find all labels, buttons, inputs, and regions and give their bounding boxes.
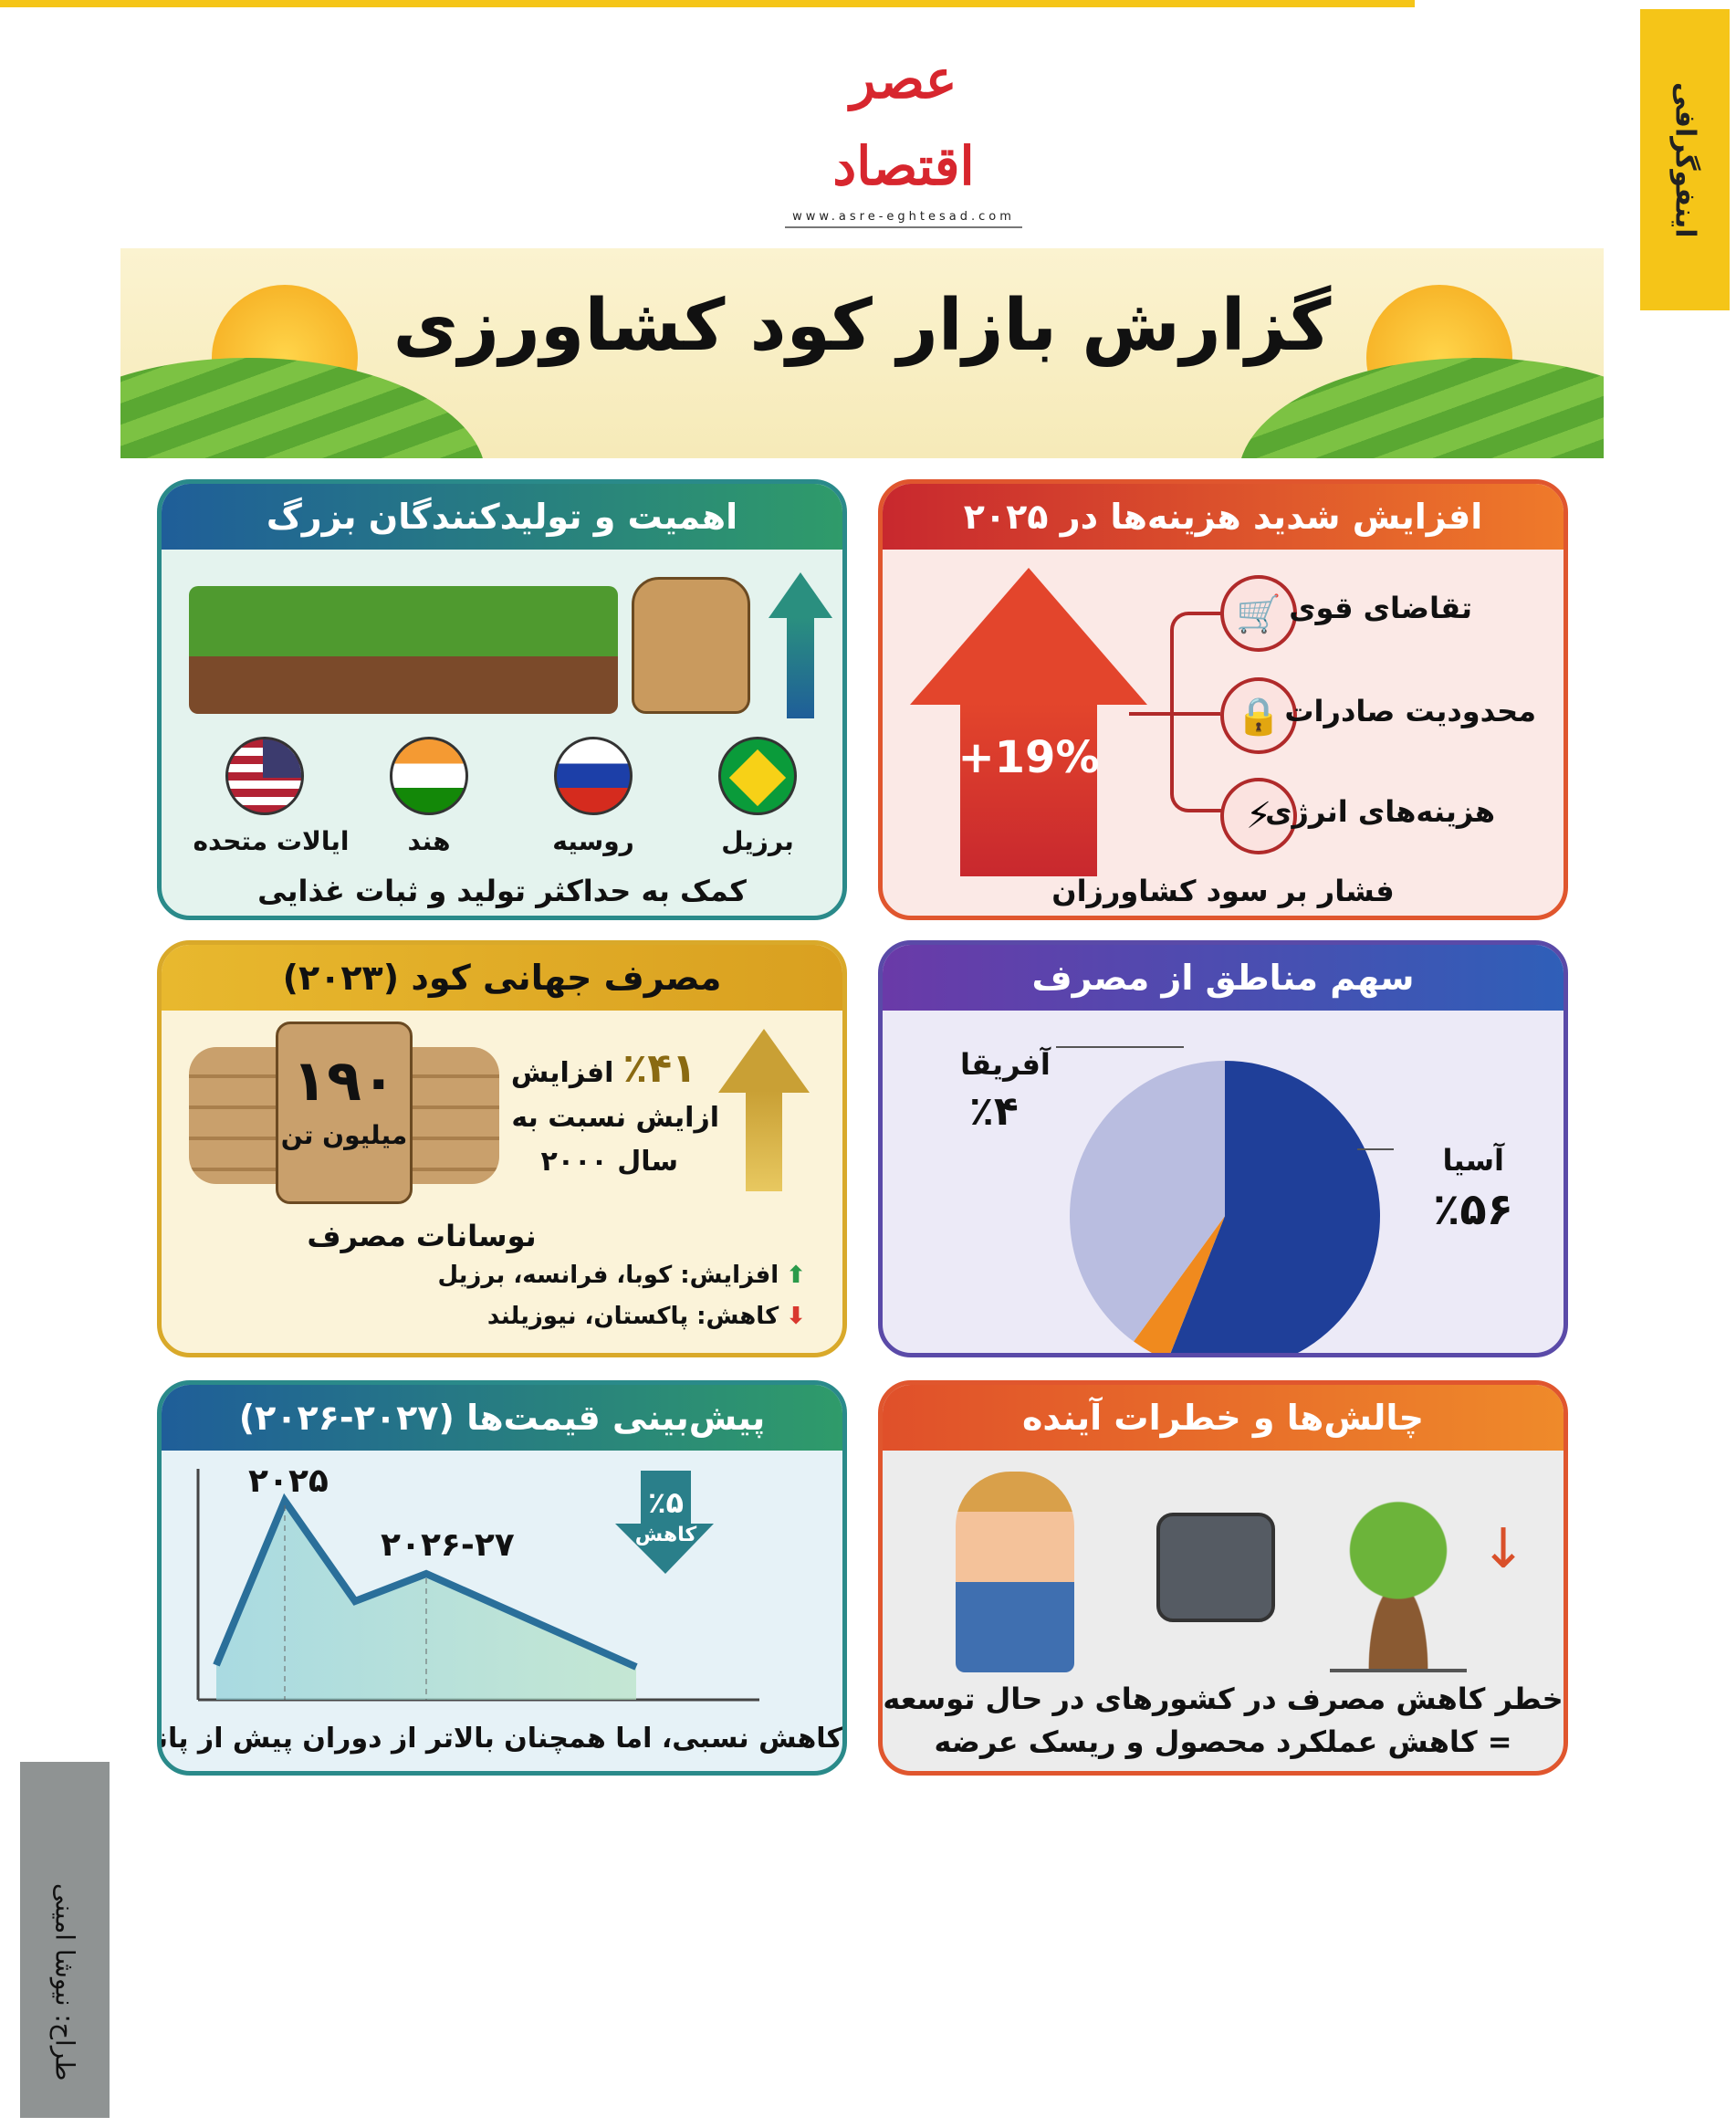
growth-line: سال ۲۰۰۰ [540,1146,679,1178]
pie-slice-africa [1134,1216,1225,1353]
regions-pie-chart [1056,1046,1394,1353]
country-label: برزیل [721,826,794,856]
peak-label: ۲۰۲۵ [248,1462,329,1500]
africa-label: آفریقا [960,1047,1051,1082]
producers-caption: کمک به حداکثر تولید و ثبات غذایی [257,874,747,908]
panel-title: اهمیت و تولیدکنندگان بزرگ [162,484,842,550]
increase-text: افزایش: کوبا، فرانسه، برزیل [437,1262,779,1289]
pie-slice-asia [1170,1061,1381,1353]
designer-credit: طراح: نیوشا امینی [20,1762,110,2118]
plant-illustration [1330,1472,1467,1672]
growth-percent: ٪۴۱ [622,1045,696,1092]
costs-panel: افزایش شدید هزینه‌ها در ۲۰۲۵ +19% 🛒 🔒 ⚡ … [878,479,1568,920]
field-hill-right [1239,358,1604,458]
panel-title: افزایش شدید هزینه‌ها در ۲۰۲۵ [883,484,1563,550]
logo-url: www.asre-eghtesad.com [785,210,1022,228]
factor-label: محدودیت صادرات [1284,694,1536,728]
growth-line: ازایش نسبت به [511,1102,719,1134]
arrow-up-shaft [960,703,1097,876]
panel-title: پیش‌بینی قیمت‌ها (۲۰۲۷-۲۰۲۶) [162,1385,842,1451]
arrow-up-shaft [746,1091,782,1191]
fertilizer-sack-icon [632,577,750,714]
panel-title: مصرف جهانی کود (۲۰۲۳) [162,945,842,1011]
wallet-icon [1156,1513,1275,1622]
increase-percent: +19% [957,732,1100,783]
costs-caption: فشار بر سود کشاورزان [1051,874,1395,908]
publication-logo: عصر اقتصاد www.asre-eghtesad.com [785,37,1022,228]
arrow-down-red-icon: ⬇ [786,1303,806,1330]
arrow-up-shaft [787,618,814,718]
growth-word: افزایش [510,1057,614,1089]
energy-barrel-icon: ⚡ [1220,778,1297,854]
consumption-unit: میلیون تن [280,1120,408,1150]
country-label: ایالات متحده [193,826,350,856]
decrease-row: ⬇ کاهش: پاکستان، نیوزیلند [487,1303,806,1330]
logo-text: عصر اقتصاد [832,48,975,197]
connector-line [1129,712,1220,716]
india-flag [390,737,468,815]
field-hill-left [120,358,486,458]
arrow-up-green-icon: ⬆ [786,1262,806,1289]
arrow-down-icon [615,1471,714,1574]
drop-percent: ٪۵ [647,1485,685,1520]
growth-headline: ٪۴۱ افزایش [511,1045,696,1092]
page-title: گزارش بازار کود کشاورزی [392,285,1332,367]
forecast-panel: پیش‌بینی قیمت‌ها (۲۰۲۷-۲۰۲۶) ۲۰۲۵ ۲۰۲۶-۲… [157,1380,847,1776]
price-forecast-chart [196,1469,759,1702]
consumption-panel: مصرف جهانی کود (۲۰۲۳) ۱۹۰ میلیون تن ٪۴۱ … [157,940,847,1357]
panel-title: چالش‌ها و خطرات آینده [883,1385,1563,1451]
section-tab: اینفوگرافی [1640,9,1730,310]
drop-word: کاهش [634,1524,697,1546]
factor-label: هزینه‌های انرژی [1265,794,1495,829]
fertilizer-sack-icon [276,1022,413,1204]
challenge-line: خطر کاهش مصرف در کشورهای در حال توسعه [883,1682,1563,1716]
mid-label: ۲۰۲۶-۲۷ [381,1526,515,1564]
arrow-up-icon [910,568,1147,705]
usa-flag [225,737,304,815]
worried-farmer-illustration [956,1472,1074,1672]
seedlings-illustration [189,586,618,714]
arrow-up-icon [769,572,832,618]
forecast-caption: کاهش نسبی، اما همچنان بالاتر از دوران پی… [157,1723,842,1755]
arrow-up-icon [718,1029,810,1093]
locked-container-icon: 🔒 [1220,677,1297,754]
africa-percent: ٪۴ [969,1088,1019,1135]
challenge-line: = کاهش عملکرد محصول و ریسک عرضه [934,1724,1512,1759]
designer-name: طراح: نیوشا امینی [49,1883,80,2081]
brazil-flag [718,737,797,815]
challenges-panel: چالش‌ها و خطرات آینده ↓ خطر کاهش مصرف در… [878,1380,1568,1776]
country-label: هند [407,826,451,856]
country-label: روسیه [552,826,634,856]
fluctuation-title: نوسانات مصرف [307,1219,537,1253]
price-line [213,1493,638,1671]
producers-panel: اهمیت و تولیدکنندگان بزرگ برزیل روسیه هن… [157,479,847,920]
title-banner: گزارش بازار کود کشاورزی [120,248,1604,458]
russia-flag [554,737,633,815]
section-tab-label: اینفوگرافی [1668,81,1701,238]
pie-slice-other [1070,1061,1225,1342]
shopping-cart-icon: 🛒 [1220,575,1297,652]
asia-label: آسیا [1442,1143,1504,1178]
regions-panel: سهم مناطق از مصرف آفریقا ٪۴ آسیا ٪۵۶ [878,940,1568,1357]
increase-row: ⬆ افزایش: کوبا، فرانسه، برزیل [437,1262,806,1289]
consumption-amount: ۱۹۰ [292,1047,396,1114]
factor-label: تقاضای قوی [1289,591,1472,625]
top-accent-line [0,0,1415,7]
arrow-down-icon: ↓ [1480,1517,1527,1581]
decrease-text: کاهش: پاکستان، نیوزیلند [486,1303,779,1330]
asia-percent: ٪۵۶ [1433,1184,1513,1235]
panel-title: سهم مناطق از مصرف [883,945,1563,1011]
